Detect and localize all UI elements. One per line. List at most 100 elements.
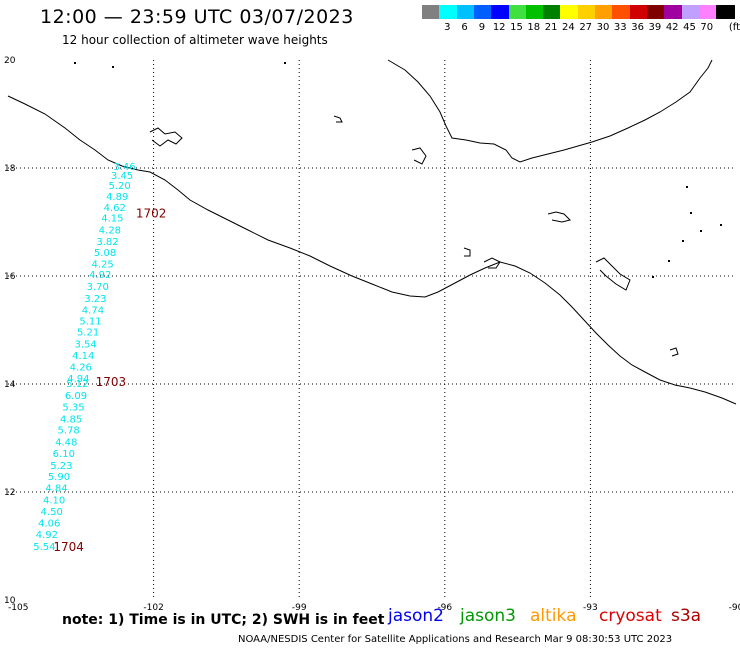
colorbar-swatch (560, 5, 580, 19)
colorbar-swatch (595, 5, 614, 19)
colorbar-swatch (491, 5, 511, 19)
swh-value: 3.23 (84, 294, 106, 305)
swh-value: 5.11 (79, 317, 101, 328)
colorbar-label: 18 (527, 22, 541, 33)
x-tick-label: -96 (437, 603, 452, 613)
colorbar-swatch (698, 5, 718, 19)
satellite-label: jason2 (388, 606, 444, 626)
colorbar-label: 33 (613, 22, 627, 33)
x-tick-label: -105 (8, 603, 28, 613)
swh-value: 3.46 (113, 162, 135, 173)
x-tick-label: -93 (583, 603, 598, 613)
colorbar-swatch (439, 5, 459, 19)
graticule-grid (8, 60, 736, 600)
island-dot (700, 230, 702, 232)
colorbar-label: 12 (492, 22, 506, 33)
page-title: 12:00 — 23:59 UTC 03/07/2023 (40, 6, 354, 28)
coastline-segment (333, 115, 343, 123)
coastline (7, 59, 737, 405)
time-label: 1703 (96, 375, 127, 389)
colorbar-label: 30 (596, 22, 610, 33)
satellite-label: s3a (671, 606, 702, 626)
island-dot (668, 260, 670, 262)
swh-value: 4.28 (99, 225, 121, 236)
colorbar-swatch (456, 5, 476, 19)
axis-tick-labels: 20 18 16 14 12 10-105 -102 -99 -96 -93 -90 (4, 56, 740, 613)
swh-value: 4.25 (92, 259, 114, 270)
colorbar-label: 70 (700, 22, 714, 33)
swh-value: 4.74 (82, 305, 104, 316)
swh-value: 5.23 (50, 461, 72, 472)
swh-value: 4.14 (72, 351, 94, 362)
time-labels: 1702 1703 1704 (53, 207, 166, 554)
swh-value: 4.84 (45, 483, 67, 494)
coastline-segment (463, 247, 471, 257)
y-tick-label: 10 (4, 596, 16, 606)
y-tick-label: 14 (4, 380, 16, 390)
x-tick-label: -99 (292, 603, 307, 613)
swh-value: 4.92 (36, 530, 58, 541)
swh-value: 5.35 (62, 402, 84, 413)
swh-value: 4.10 (43, 495, 65, 506)
swh-value: 5.90 (48, 472, 70, 483)
colorbar-unit: (ft) (728, 22, 740, 33)
island-dot (652, 276, 654, 278)
colorbar-label: 3 (444, 22, 451, 33)
colorbar-swatch (646, 5, 666, 19)
island-dot (682, 240, 684, 242)
swh-value: 5.78 (58, 426, 80, 437)
coastline-segment (7, 95, 737, 405)
time-label: 1702 (136, 207, 167, 221)
swh-value: 3.54 (75, 339, 97, 350)
swh-value: 3.82 (96, 237, 118, 248)
colorbar-label: 24 (562, 22, 575, 33)
colorbar-label: 36 (631, 22, 644, 33)
colorbar-swatch (422, 5, 441, 19)
swh-value: 6.09 (65, 391, 87, 402)
colorbar-swatch (577, 5, 597, 19)
coastline-segment (149, 127, 183, 147)
colorbar-swatch (716, 5, 736, 19)
island-dot (686, 186, 688, 188)
swh-value: 6.10 (53, 449, 75, 460)
colorbar-swatch (508, 5, 528, 19)
swh-value: 3.70 (87, 282, 109, 293)
swh-value: 4.89 (106, 192, 128, 203)
colorbar-label: 39 (648, 22, 662, 33)
swh-value: 3.45 (111, 171, 133, 182)
y-tick-label: 16 (4, 272, 16, 282)
swh-value: 4.50 (41, 507, 63, 518)
swh-value: 4.94 (67, 374, 89, 385)
swh-value: 4.06 (38, 519, 60, 530)
colorbar-label: 9 (478, 22, 486, 33)
swh-value: 5.21 (77, 327, 99, 338)
colorbar-swatch (543, 5, 563, 19)
colorbar-label: 42 (665, 22, 679, 33)
colorbar-swatch (664, 5, 684, 19)
swh-value: 4.85 (60, 414, 82, 425)
colorbar-swatch (681, 5, 701, 19)
swh-value: 5.12 (66, 379, 88, 390)
coastline-segment (669, 347, 679, 357)
coastline-segment (547, 211, 571, 223)
y-tick-label: 20 (4, 56, 16, 66)
colorbar-swatch (612, 5, 632, 19)
swh-value: 4.48 (55, 438, 77, 449)
island-dot (720, 224, 722, 226)
colorbar-label: 45 (683, 22, 696, 33)
colorbar-label: 6 (461, 22, 468, 33)
y-tick-label: 12 (4, 488, 15, 498)
swh-values: 3.463.455.204.894.624.154.283.825.084.25… (33, 162, 135, 553)
units-note: note: 1) Time is in UTC; 2) SWH is in fe… (62, 612, 385, 628)
swh-value: 5.54 (33, 542, 55, 553)
swh-value: 4.62 (104, 203, 126, 214)
colorbar-swatch (629, 5, 649, 19)
island-dot (112, 66, 114, 68)
x-tick-label: -102 (143, 603, 163, 613)
colorbar-label: 15 (510, 22, 523, 33)
satellite-label: cryosat (599, 606, 662, 626)
coastline-segment (483, 257, 501, 269)
y-tick-label: 18 (4, 164, 16, 174)
